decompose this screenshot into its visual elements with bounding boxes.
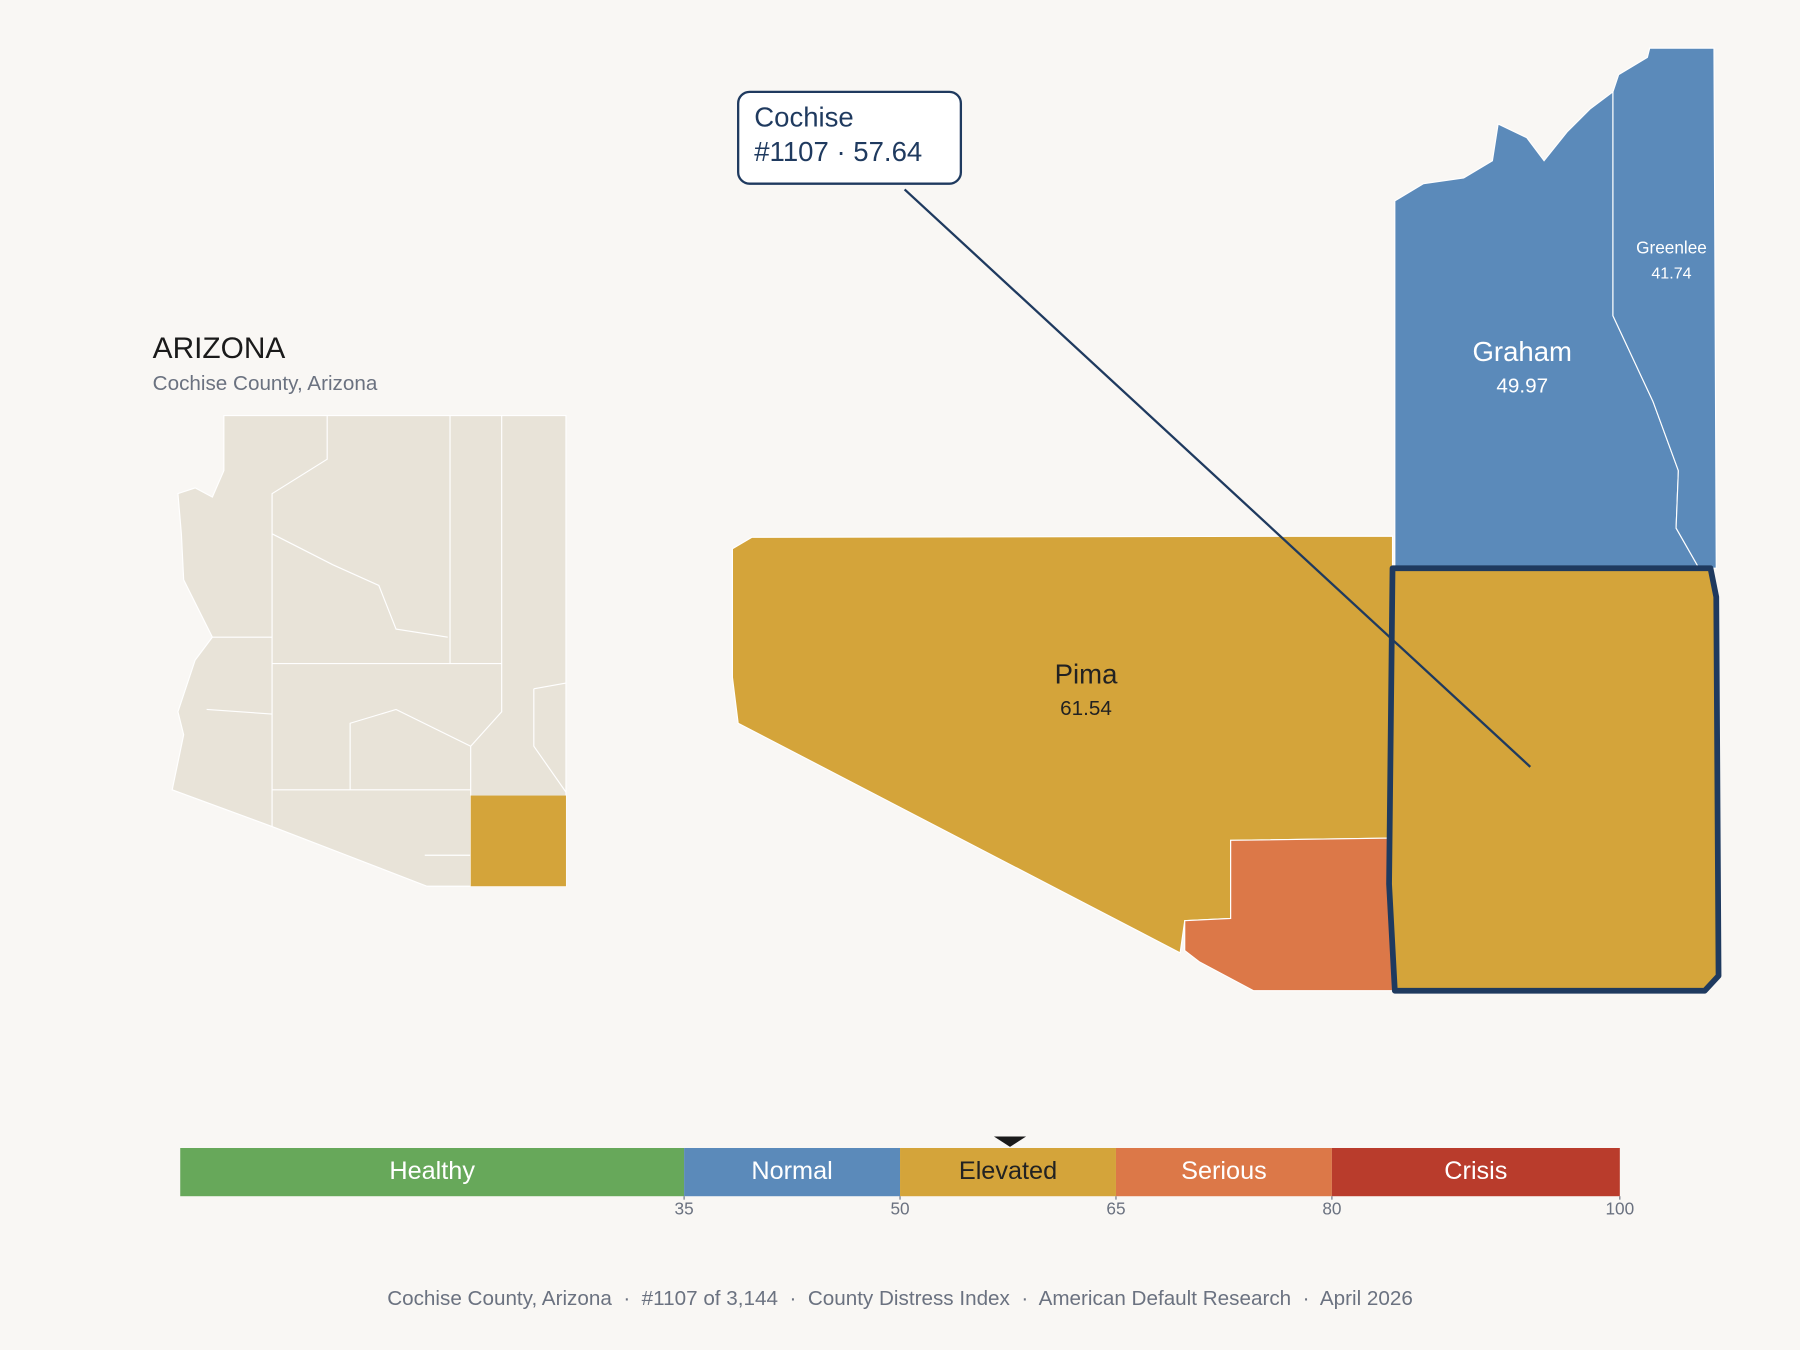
county-borders	[206, 415, 567, 887]
legend-tick-label: 35	[675, 1199, 694, 1219]
legend-tick-label: 100	[1605, 1199, 1634, 1219]
state-subtitle: Cochise County, Arizona	[153, 372, 378, 395]
callout-box	[737, 90, 963, 185]
footer: Cochise County, Arizona · #1107 of 3,144…	[387, 1287, 1413, 1310]
state-title: ARIZONA	[153, 332, 286, 365]
legend-label: Crisis	[1444, 1157, 1507, 1185]
legend-label: Normal	[751, 1157, 832, 1185]
callout-name: Cochise	[754, 102, 854, 133]
county-value: 41.74	[1651, 265, 1691, 283]
legend-label: Elevated	[959, 1157, 1057, 1185]
legend-tick-label: 50	[890, 1199, 909, 1219]
legend-band	[1115, 1148, 1332, 1197]
county-name: Graham	[1472, 336, 1572, 367]
county-name: Greenlee	[1636, 238, 1707, 258]
county-value: 61.54	[1060, 697, 1112, 720]
legend-label: Healthy	[389, 1157, 475, 1185]
state-outline	[171, 415, 567, 887]
county-value: 49.97	[1496, 374, 1548, 397]
legend-tick-label: 65	[1106, 1199, 1125, 1219]
legend-band	[684, 1148, 901, 1197]
legend: Healthy Normal Elevated Serious Crisis 35 50 65…	[180, 1136, 1634, 1219]
legend-band	[900, 1148, 1116, 1197]
canvas: ARIZONA Cochise County, Arizona Graham 49…	[153, 47, 1722, 1310]
counties: Graham 49.97 Greenlee 41.74 Pima 61.54	[731, 47, 1717, 954]
state-inset	[171, 415, 567, 887]
legend-band	[180, 1148, 685, 1197]
score-marker	[993, 1136, 1027, 1147]
county-name: Pima	[1055, 658, 1118, 689]
legend-band	[1331, 1148, 1620, 1197]
highlighted-county	[1386, 565, 1722, 994]
legend-tick-label: 80	[1322, 1199, 1341, 1219]
legend-label: Serious	[1181, 1157, 1267, 1185]
callout-leader	[903, 188, 1532, 768]
callout-text: #1107 · 57.64	[754, 136, 922, 167]
inset-highlight	[470, 795, 566, 887]
